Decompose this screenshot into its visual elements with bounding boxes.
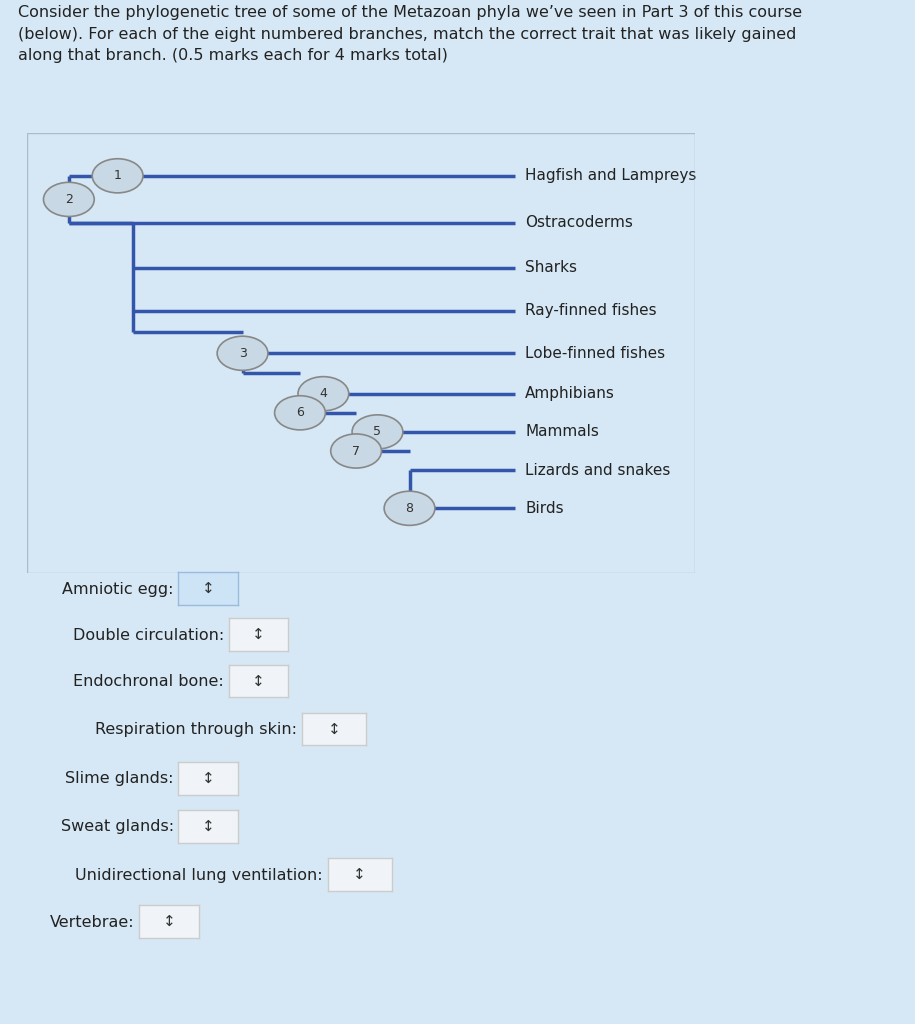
Text: Vertebrae:: Vertebrae: xyxy=(50,914,135,930)
Text: 5: 5 xyxy=(373,425,382,438)
Text: Sweat glands:: Sweat glands: xyxy=(60,819,174,835)
Circle shape xyxy=(330,434,382,468)
Circle shape xyxy=(384,492,435,525)
Circle shape xyxy=(352,415,403,449)
Text: Slime glands:: Slime glands: xyxy=(65,771,174,786)
Circle shape xyxy=(217,336,268,371)
Text: Amphibians: Amphibians xyxy=(525,386,615,401)
Text: ↕: ↕ xyxy=(328,722,340,736)
Circle shape xyxy=(44,182,94,216)
Text: Lizards and snakes: Lizards and snakes xyxy=(525,463,671,477)
Text: 3: 3 xyxy=(239,347,246,359)
Text: Amniotic egg:: Amniotic egg: xyxy=(62,582,174,597)
Text: ↕: ↕ xyxy=(163,914,175,929)
Text: ↕: ↕ xyxy=(202,771,214,785)
Text: Hagfish and Lampreys: Hagfish and Lampreys xyxy=(525,168,696,183)
Text: ↕: ↕ xyxy=(353,867,366,882)
Text: ↕: ↕ xyxy=(253,628,264,642)
Text: Sharks: Sharks xyxy=(525,260,577,275)
Circle shape xyxy=(274,395,326,430)
Text: 6: 6 xyxy=(296,407,304,419)
Text: Ostracoderms: Ostracoderms xyxy=(525,215,633,230)
Circle shape xyxy=(92,159,143,193)
Text: Consider the phylogenetic tree of some of the Metazoan phyla we’ve seen in Part : Consider the phylogenetic tree of some o… xyxy=(18,5,802,63)
Text: 2: 2 xyxy=(65,193,73,206)
Text: Endochronal bone:: Endochronal bone: xyxy=(73,674,224,689)
Text: ↕: ↕ xyxy=(202,582,214,596)
Text: Lobe-finned fishes: Lobe-finned fishes xyxy=(525,346,665,360)
Circle shape xyxy=(298,377,349,411)
Text: Respiration through skin:: Respiration through skin: xyxy=(95,722,297,737)
Text: Ray-finned fishes: Ray-finned fishes xyxy=(525,303,657,318)
Text: ↕: ↕ xyxy=(202,819,214,834)
Text: Unidirectional lung ventilation:: Unidirectional lung ventilation: xyxy=(75,867,323,883)
Text: Mammals: Mammals xyxy=(525,424,599,439)
Text: 7: 7 xyxy=(352,444,361,458)
Text: ↕: ↕ xyxy=(253,674,264,688)
Text: 4: 4 xyxy=(319,387,328,400)
Bar xyxy=(27,133,695,573)
Text: 1: 1 xyxy=(113,169,122,182)
Text: Double circulation:: Double circulation: xyxy=(73,628,224,643)
Text: 8: 8 xyxy=(405,502,414,515)
Text: Birds: Birds xyxy=(525,501,564,516)
